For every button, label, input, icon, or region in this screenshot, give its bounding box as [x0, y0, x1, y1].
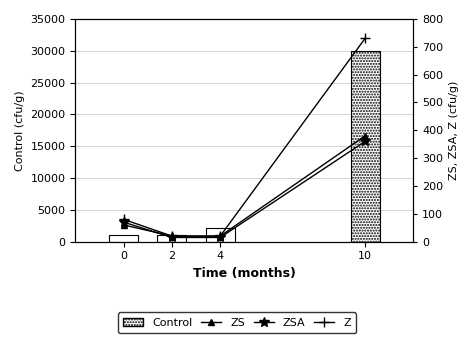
Line: ZS: ZS: [120, 133, 368, 240]
Y-axis label: ZS, ZSA, Z (cfu/g): ZS, ZSA, Z (cfu/g): [449, 81, 459, 180]
ZSA: [218, 236, 223, 240]
ZS: [169, 234, 175, 238]
Bar: [351, 51, 380, 242]
Bar: [109, 235, 138, 242]
ZS: [121, 223, 127, 227]
X-axis label: Time (months): Time (months): [193, 267, 296, 280]
ZS: [362, 134, 368, 138]
ZSA: [362, 139, 368, 143]
Y-axis label: Control (cfu/g): Control (cfu/g): [15, 90, 25, 171]
Z: [218, 234, 223, 238]
Line: Z: Z: [119, 34, 370, 241]
Bar: [157, 235, 186, 242]
ZSA: [121, 220, 127, 224]
Z: [362, 37, 368, 41]
Z: [121, 217, 127, 221]
ZS: [218, 234, 223, 238]
Z: [169, 234, 175, 238]
Legend: Control, ZS, ZSA, Z: Control, ZS, ZSA, Z: [118, 312, 356, 334]
ZSA: [169, 236, 175, 240]
Bar: [206, 228, 235, 242]
Line: ZSA: ZSA: [119, 137, 370, 242]
